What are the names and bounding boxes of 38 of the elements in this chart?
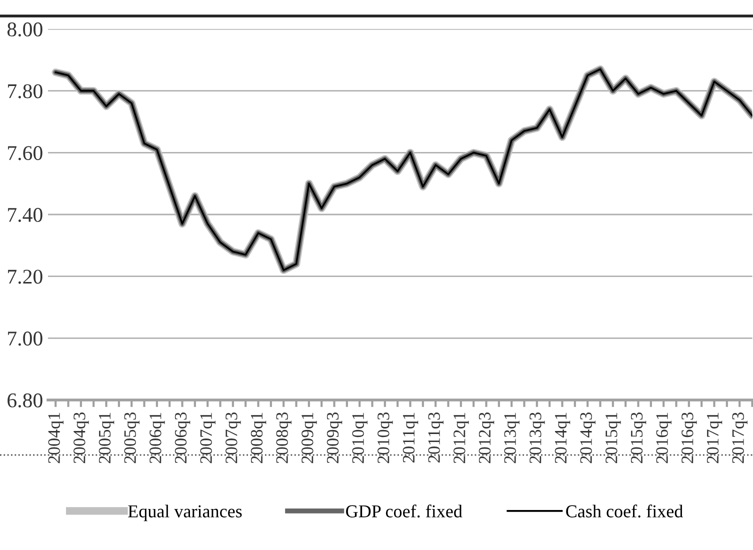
legend-label: Equal variances <box>128 504 242 522</box>
x-tick-label: 2007q1 <box>200 412 216 464</box>
x-tick-label: 2017q1 <box>706 412 722 464</box>
y-tick-label: 7.40 <box>8 208 42 222</box>
x-tick-label: 2004q3 <box>74 412 89 464</box>
x-tick-label: 2012q3 <box>478 412 494 464</box>
x-tick-label: 2006q3 <box>174 412 190 464</box>
x-tick-label: 2010q1 <box>352 412 368 464</box>
y-tick-label: 6.80 <box>8 393 42 408</box>
x-tick-label: 2013q3 <box>530 412 545 464</box>
x-tick-label: 2014q1 <box>554 412 570 464</box>
y-tick-label: 7.60 <box>8 146 42 160</box>
x-tick-label: 2015q1 <box>606 412 621 464</box>
x-tick-label: 2013q1 <box>504 412 520 464</box>
x-tick-label: 2016q1 <box>656 412 672 464</box>
x-tick-label: 2016q3 <box>682 412 697 464</box>
x-tick-label: 2006q1 <box>150 412 165 464</box>
x-tick-label: 2010q3 <box>378 412 393 464</box>
x-tick-label: 2011q3 <box>428 412 444 462</box>
x-tick-label: 2012q1 <box>454 412 469 464</box>
x-tick-label: 2007q3 <box>226 412 241 464</box>
y-tick-label: 7.00 <box>8 332 42 346</box>
x-tick-label: 2017q3 <box>732 412 748 464</box>
x-tick-label: 2008q1 <box>250 412 266 464</box>
x-tick-label: 2004q1 <box>48 412 64 464</box>
x-tick-label: 2009q3 <box>326 412 342 464</box>
x-tick-label: 2015q3 <box>630 412 646 464</box>
y-tick-label: 7.80 <box>8 84 42 98</box>
x-tick-label: 2011q1 <box>402 412 418 462</box>
x-tick-label: 2009q1 <box>302 412 317 464</box>
legend-label: Cash coef. fixed <box>566 504 683 518</box>
x-tick-label: 2008q3 <box>276 412 292 464</box>
x-tick-label: 2005q3 <box>124 412 140 464</box>
y-tick-label: 8.00 <box>7 22 42 37</box>
x-tick-label: 2014q3 <box>580 412 596 464</box>
x-tick-label: 2005q1 <box>98 412 114 464</box>
y-tick-label: 7.20 <box>8 270 42 284</box>
legend-label: GDP coef. fixed <box>346 504 462 518</box>
